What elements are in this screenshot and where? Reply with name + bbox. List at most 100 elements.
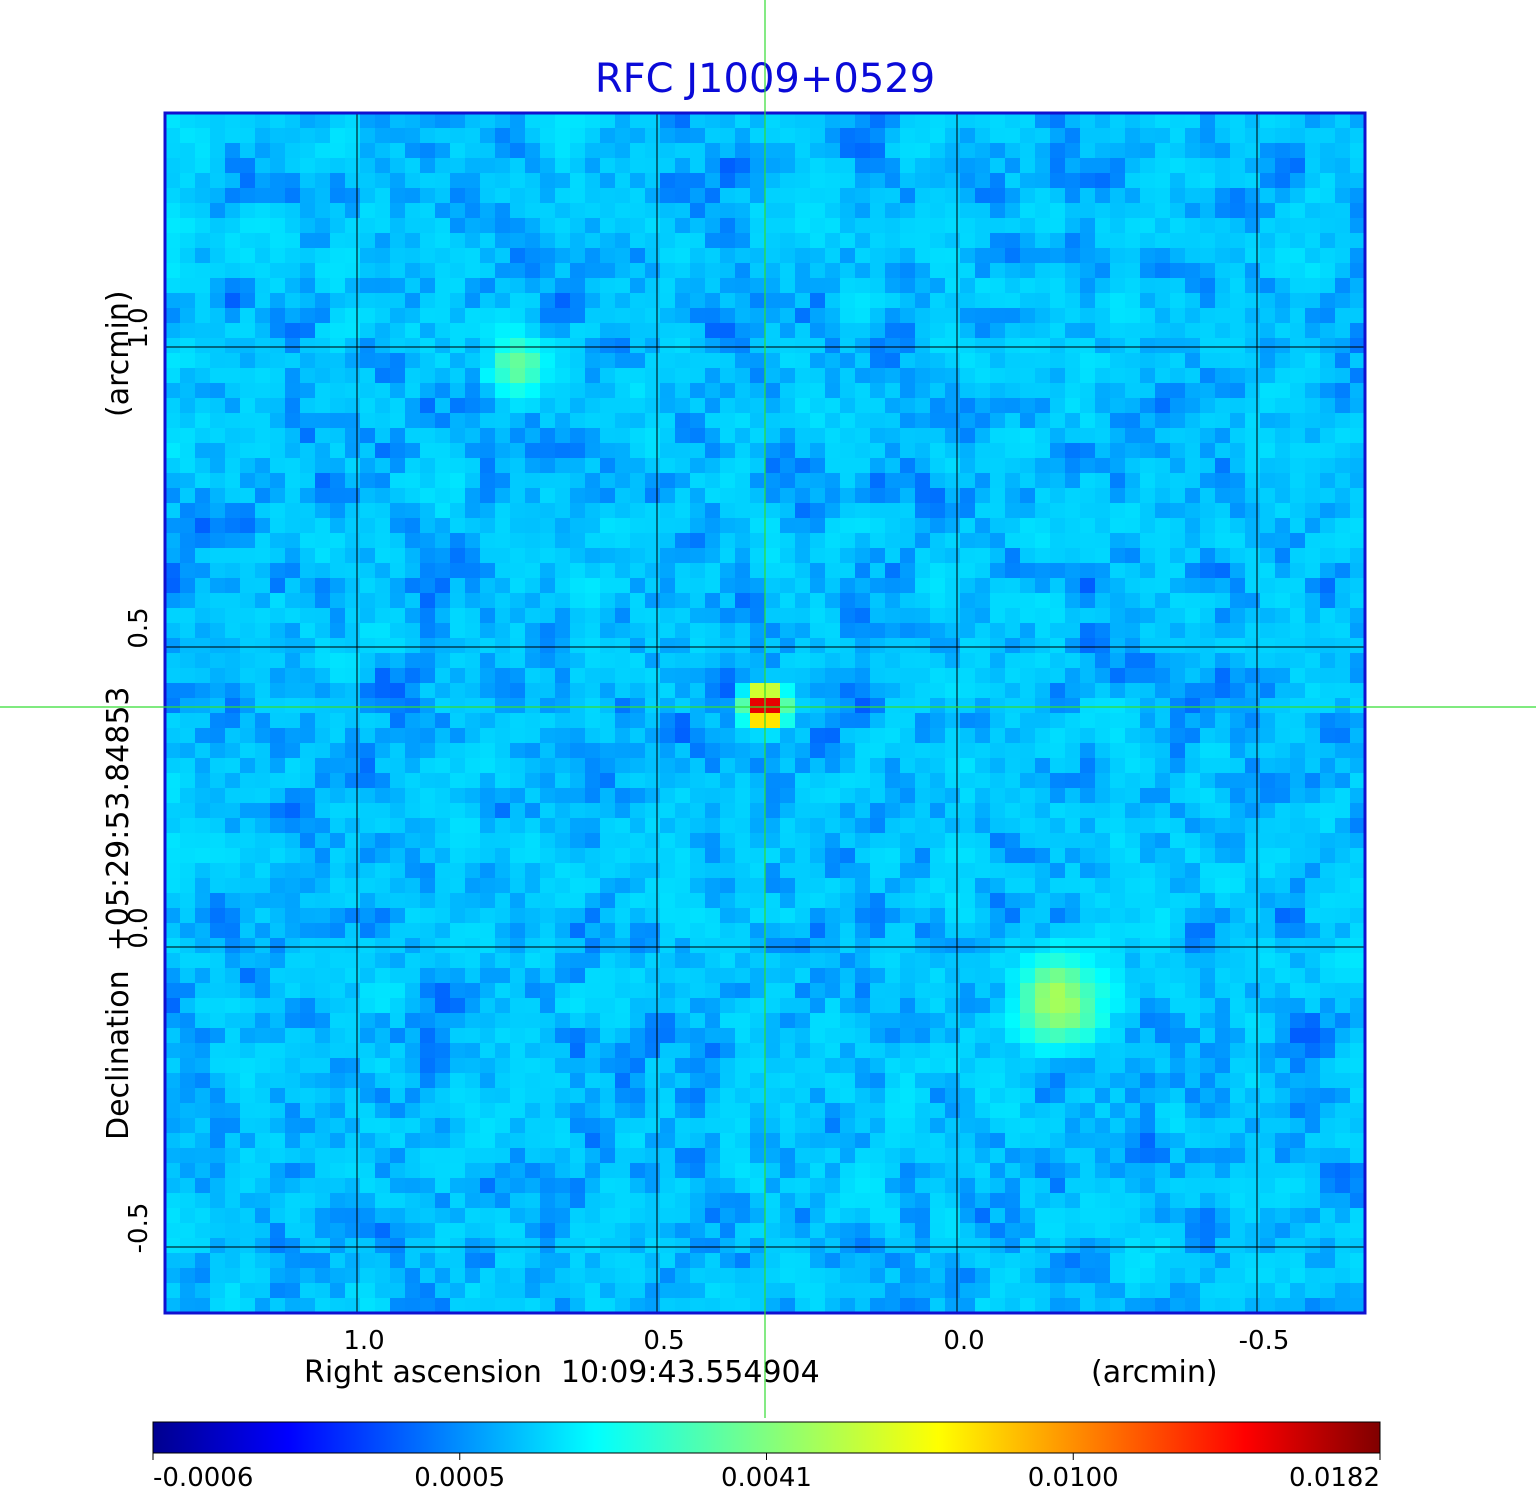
map-pixel [1200,188,1216,204]
map-pixel [990,503,1006,519]
map-pixel [1065,1013,1081,1029]
map-pixel [795,638,811,654]
map-pixel [240,383,256,399]
map-pixel [675,308,691,324]
map-pixel [1230,503,1246,519]
map-pixel [285,398,301,414]
map-pixel [255,353,271,369]
map-pixel [720,188,736,204]
map-pixel [615,1013,631,1029]
map-pixel [645,683,661,699]
map-pixel [900,833,916,849]
map-pixel [870,668,886,684]
map-pixel [1350,503,1365,519]
map-pixel [1035,908,1051,924]
map-pixel [720,623,736,639]
map-pixel [855,818,871,834]
map-pixel [1095,233,1111,249]
map-pixel [1125,473,1141,489]
map-pixel [1245,908,1261,924]
map-pixel [825,923,841,939]
map-pixel [990,953,1006,969]
map-pixel [195,653,211,669]
map-pixel [1005,968,1021,984]
map-pixel [810,818,826,834]
map-pixel [870,863,886,879]
map-pixel [840,353,856,369]
map-pixel [570,608,586,624]
map-pixel [915,833,931,849]
map-pixel [405,233,421,249]
map-pixel [300,803,316,819]
map-pixel [1305,368,1321,384]
map-pixel [585,728,601,744]
map-pixel [630,503,646,519]
map-pixel [915,443,931,459]
map-pixel [645,293,661,309]
map-pixel [1245,143,1261,159]
map-pixel [780,308,796,324]
map-pixel [210,668,226,684]
map-pixel [780,518,796,534]
map-pixel [495,413,511,429]
map-pixel [510,518,526,534]
map-pixel [300,758,316,774]
map-pixel [810,938,826,954]
map-pixel [465,908,481,924]
map-pixel [525,938,541,954]
map-pixel [765,623,781,639]
map-pixel [270,113,286,129]
map-pixel [855,578,871,594]
map-pixel [450,668,466,684]
map-pixel [210,683,226,699]
map-pixel [1005,653,1021,669]
map-pixel [1290,548,1306,564]
map-pixel [1275,278,1291,294]
map-pixel [165,818,181,834]
map-pixel [510,653,526,669]
map-pixel [1350,368,1365,384]
map-pixel [435,758,451,774]
map-pixel [1290,518,1306,534]
map-pixel [1245,638,1261,654]
map-pixel [1080,533,1096,549]
map-pixel [885,893,901,909]
map-pixel [1110,668,1126,684]
map-pixel [1275,863,1291,879]
map-pixel [1275,623,1291,639]
map-pixel [1020,503,1036,519]
map-pixel [270,623,286,639]
map-pixel [540,413,556,429]
map-pixel [1050,743,1066,759]
map-pixel [675,698,691,714]
map-pixel [480,203,496,219]
map-pixel [360,233,376,249]
map-pixel [1215,143,1231,159]
map-pixel [540,578,556,594]
map-pixel [420,473,436,489]
map-pixel [720,293,736,309]
map-pixel [1020,998,1036,1014]
map-pixel [195,458,211,474]
map-pixel [870,128,886,144]
map-pixel [210,488,226,504]
map-pixel [285,833,301,849]
map-pixel [1350,278,1365,294]
map-pixel [210,188,226,204]
map-pixel [540,113,556,129]
map-pixel [420,533,436,549]
map-pixel [285,848,301,864]
map-pixel [210,113,226,129]
map-pixel [315,128,331,144]
map-pixel [570,488,586,504]
map-pixel [435,458,451,474]
map-pixel [1155,773,1171,789]
map-pixel [180,668,196,684]
map-pixel [375,893,391,909]
map-pixel [690,563,706,579]
map-pixel [1170,248,1186,264]
map-pixel [1200,968,1216,984]
map-pixel [915,818,931,834]
map-pixel [960,863,976,879]
map-pixel [180,158,196,174]
